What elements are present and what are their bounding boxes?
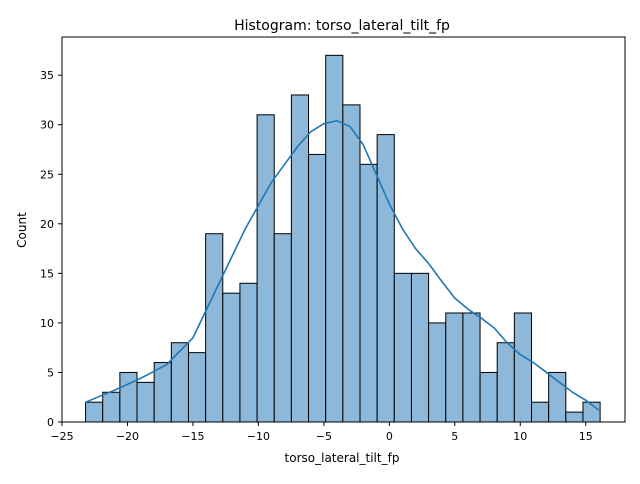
histogram-bar bbox=[119, 371, 138, 423]
x-tick-label: 10 bbox=[513, 430, 527, 443]
kde-layer bbox=[85, 119, 600, 411]
x-tick-label: −20 bbox=[116, 430, 139, 443]
kde-line bbox=[85, 119, 600, 411]
x-tick-label: 0 bbox=[386, 430, 393, 443]
chart-title: Histogram: torso_lateral_tilt_fp bbox=[234, 18, 450, 34]
histogram-bar bbox=[479, 371, 498, 423]
y-tick-label: 0 bbox=[47, 416, 54, 429]
x-tick-label: −10 bbox=[247, 430, 270, 443]
y-axis-label: Count bbox=[15, 212, 29, 248]
histogram-bar bbox=[222, 292, 241, 423]
x-tick-label: 5 bbox=[451, 430, 458, 443]
histogram-bar bbox=[393, 272, 412, 423]
histogram-bar bbox=[239, 282, 258, 423]
histogram-bar bbox=[496, 342, 515, 423]
y-tick-label: 15 bbox=[40, 267, 54, 280]
histogram-bar bbox=[102, 391, 121, 423]
ticks-layer: −25 −20 −15 −10 −5 0 5 10 15 0 5 10 15 20 25 30 35 bbox=[40, 69, 593, 443]
histogram-bar bbox=[410, 272, 430, 423]
y-tick-label: 10 bbox=[40, 317, 54, 330]
histogram-bar bbox=[136, 381, 155, 423]
histogram-bar bbox=[565, 411, 584, 423]
histogram-bar bbox=[273, 233, 292, 423]
x-tick-label: −25 bbox=[50, 430, 73, 443]
histogram-bar bbox=[531, 401, 550, 423]
x-tick-label: 15 bbox=[579, 430, 593, 443]
histogram-bar bbox=[153, 362, 172, 423]
y-tick-label: 20 bbox=[40, 218, 54, 231]
histogram-bar bbox=[342, 104, 361, 423]
x-tick-label: −5 bbox=[316, 430, 332, 443]
histogram-bar bbox=[462, 312, 481, 423]
histogram-bar bbox=[325, 54, 344, 423]
histogram-bar bbox=[170, 342, 189, 423]
y-tick-label: 25 bbox=[40, 168, 54, 181]
histogram-bar bbox=[376, 134, 395, 423]
axes-layer bbox=[61, 36, 626, 423]
histogram-bar bbox=[205, 233, 224, 423]
y-tick-label: 35 bbox=[40, 69, 54, 82]
histogram-bar bbox=[445, 312, 464, 423]
x-tick-label: −15 bbox=[181, 430, 204, 443]
histogram-bar bbox=[359, 163, 378, 423]
histogram-bar bbox=[85, 401, 104, 423]
histogram-bar bbox=[256, 114, 275, 423]
y-tick-label: 30 bbox=[40, 119, 54, 132]
histogram-bar bbox=[187, 352, 207, 423]
histogram-bar bbox=[308, 153, 327, 423]
plot-frame bbox=[61, 36, 626, 423]
histogram-bar bbox=[428, 322, 447, 423]
x-axis-label: torso_lateral_tilt_fp bbox=[285, 451, 400, 465]
histogram-bar bbox=[513, 312, 533, 423]
y-tick-label: 5 bbox=[47, 366, 54, 379]
